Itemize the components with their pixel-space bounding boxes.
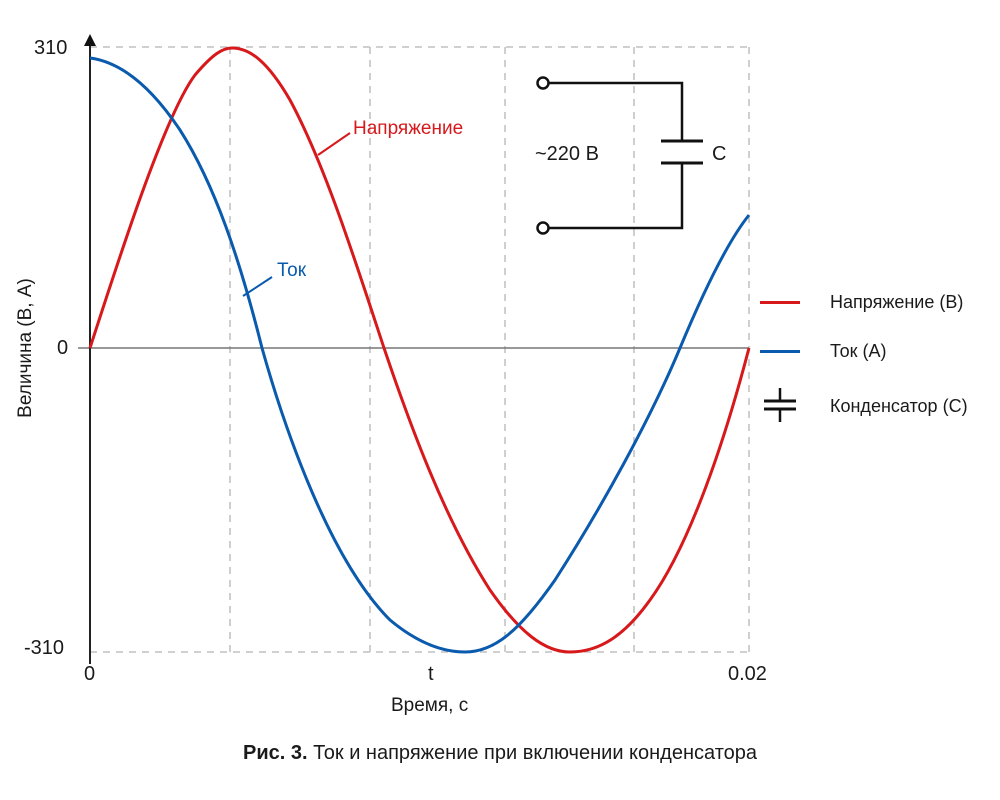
figure-caption: Рис. 3. Ток и напряжение при включении к… xyxy=(0,742,1000,765)
voltage-curve xyxy=(88,46,751,654)
circuit-diagram xyxy=(536,76,703,235)
y-axis-title: Величина (В, А) xyxy=(15,278,36,418)
x-tick-start: 0 xyxy=(84,663,96,685)
legend-item-voltage: Напряжение (В) xyxy=(760,292,963,313)
y-tick-min: -310 xyxy=(24,637,65,659)
terminal-bottom-icon xyxy=(536,221,550,235)
red-line-icon xyxy=(760,301,800,304)
figure-caption-text: Ток и напряжение при включении конденсат… xyxy=(307,742,758,764)
source-voltage-label: ~220 В xyxy=(535,143,599,165)
capacitor-symbol-icon xyxy=(764,388,796,422)
legend-item-capacitor: Конденсатор (С) xyxy=(760,388,968,424)
figure-number: Рис. 3. xyxy=(242,742,308,764)
x-tick-mid: t xyxy=(428,663,434,685)
x-tick-end: 0.02 xyxy=(728,663,767,685)
current-curve xyxy=(89,56,751,654)
current-curve-label: Ток xyxy=(277,260,307,281)
y-tick-zero: 0 xyxy=(57,337,69,359)
y-tick-max: 310 xyxy=(34,37,68,59)
legend-label: Ток (А) xyxy=(830,341,887,361)
capacitor-label: C xyxy=(712,143,727,165)
voltage-label-leader xyxy=(317,132,351,156)
voltage-curve-label: Напряжение xyxy=(353,118,464,139)
blue-line-icon xyxy=(760,350,800,353)
y-axis-arrow-icon xyxy=(84,34,96,46)
legend-item-current: Ток (А) xyxy=(760,341,886,362)
x-axis-title: Время, с xyxy=(391,695,469,716)
legend-label: Напряжение (В) xyxy=(830,292,964,312)
legend-label: Конденсатор (С) xyxy=(830,395,968,416)
current-label-leader xyxy=(242,276,273,297)
terminal-top-icon xyxy=(536,76,550,90)
